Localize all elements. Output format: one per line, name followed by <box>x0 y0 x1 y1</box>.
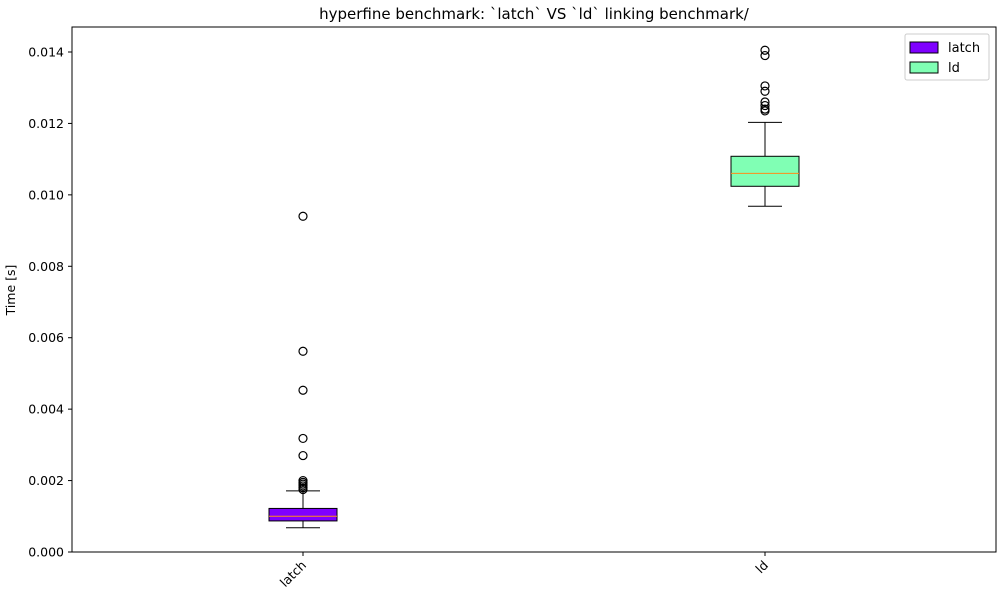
legend-label-ld: ld <box>948 61 960 76</box>
outlier-point <box>298 211 308 221</box>
y-tick-label: 0.014 <box>28 45 64 60</box>
legend-label-latch: latch <box>948 41 980 56</box>
outlier-point <box>298 450 308 461</box>
y-tick-label: 0.002 <box>28 473 64 488</box>
outlier-point <box>760 104 770 114</box>
chart-title: hyperfine benchmark: `latch` VS `ld` lin… <box>319 5 750 23</box>
y-tick-label: 0.012 <box>28 116 64 131</box>
outlier-point <box>760 81 770 91</box>
box-latch <box>268 211 338 529</box>
x-tick-label: latch <box>277 558 309 590</box>
plot-area: 0.000 0.002 0.004 0.006 0.008 0.010 0.012 0.014… <box>28 26 997 590</box>
outlier-point <box>298 346 308 356</box>
y-tick-label: 0.010 <box>28 187 64 202</box>
y-tick-label: 0.004 <box>28 402 64 417</box>
outlier-point <box>298 433 308 444</box>
outlier-point <box>298 475 308 486</box>
axes-frame <box>71 26 997 553</box>
box-ld <box>730 45 800 207</box>
box-body <box>730 155 800 187</box>
legend-swatch-latch <box>909 41 939 54</box>
outlier-point <box>760 50 770 61</box>
x-tick-label: ld <box>752 558 771 577</box>
outlier-point <box>760 86 770 96</box>
y-tick-label: 0.006 <box>28 330 64 345</box>
outlier-point <box>298 385 308 395</box>
outlier-point <box>760 45 770 55</box>
y-tick-label: 0.008 <box>28 259 64 274</box>
legend: latch ld <box>904 33 990 81</box>
y-axis-label: Time [s] <box>3 265 18 317</box>
y-tick-label: 0.000 <box>28 545 64 560</box>
outlier-point <box>760 97 770 107</box>
outlier-point <box>760 100 770 111</box>
box-body <box>268 507 338 522</box>
legend-swatch-ld <box>909 61 939 74</box>
